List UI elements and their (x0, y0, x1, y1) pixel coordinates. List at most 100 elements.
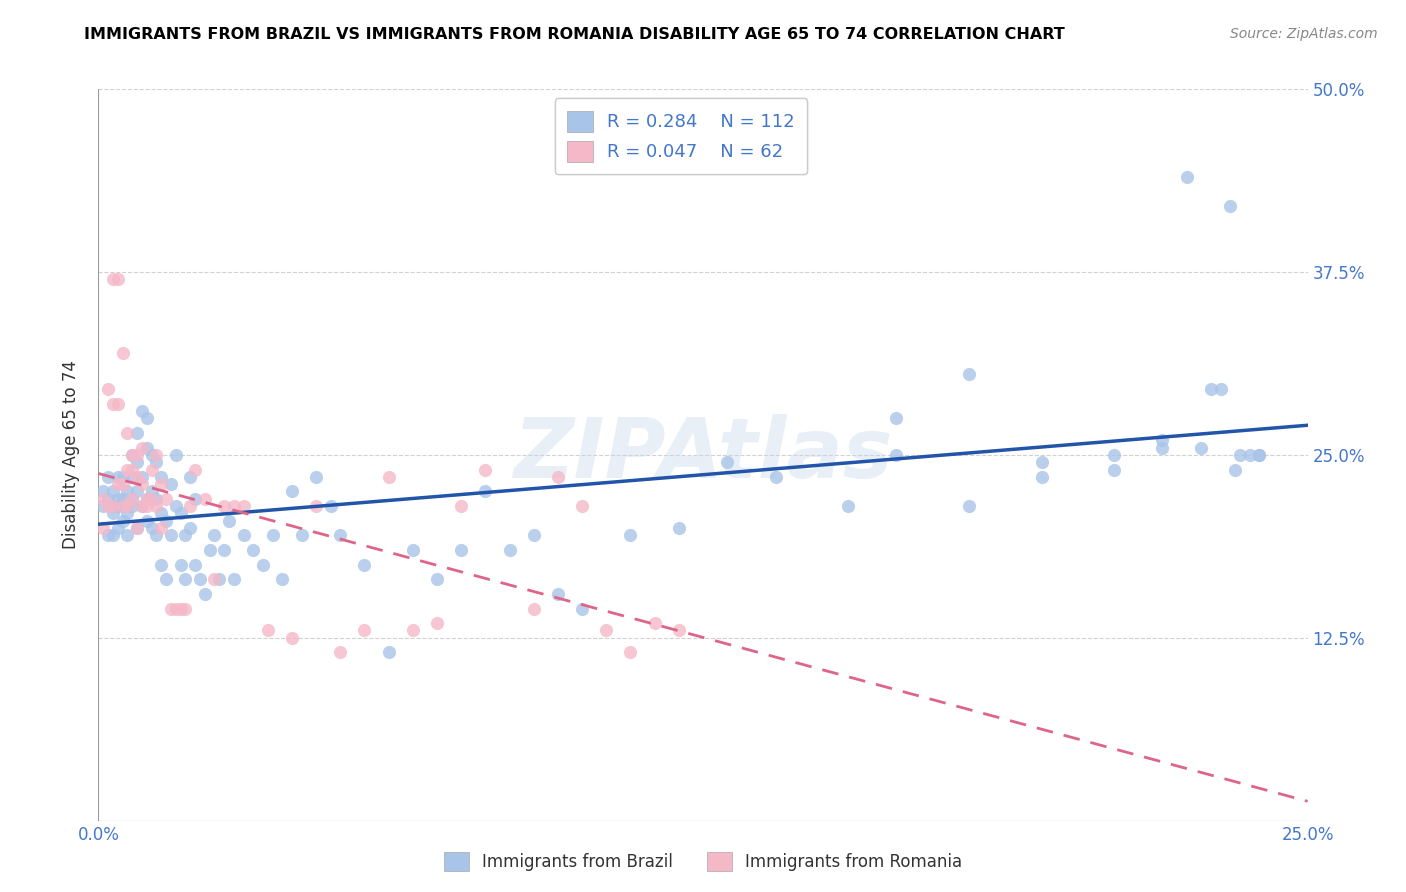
Point (127, 470, 149, 484)
Point (135, 491, 157, 506)
Point (127, 521, 149, 535)
Point (174, 601, 197, 615)
Point (668, 624, 690, 638)
Point (107, 477, 129, 491)
Point (1031, 455, 1053, 469)
Point (160, 477, 183, 491)
Point (179, 521, 201, 535)
Point (204, 572, 226, 586)
Point (1152, 441, 1174, 455)
Point (150, 521, 173, 535)
Point (121, 448, 143, 462)
Point (117, 499, 139, 513)
Point (127, 484, 149, 499)
Point (319, 499, 342, 513)
Point (837, 499, 859, 513)
Point (329, 528, 352, 542)
Point (107, 272, 129, 286)
Legend: Immigrants from Brazil, Immigrants from Romania: Immigrants from Brazil, Immigrants from … (436, 843, 970, 880)
Point (117, 484, 139, 499)
Point (145, 499, 167, 513)
Point (184, 491, 207, 506)
Point (329, 645, 352, 659)
Point (107, 499, 129, 513)
Point (1223, 462, 1246, 476)
Point (1031, 470, 1053, 484)
Point (101, 484, 124, 499)
Point (498, 543, 520, 558)
Point (886, 448, 908, 462)
Point (117, 425, 139, 440)
Point (155, 572, 177, 586)
Point (101, 499, 124, 513)
Point (402, 543, 425, 558)
Point (97, 491, 120, 506)
Point (150, 507, 173, 521)
Point (141, 491, 163, 506)
Point (377, 645, 399, 659)
Point (179, 499, 201, 513)
Point (571, 601, 593, 615)
Point (644, 616, 666, 631)
Point (101, 397, 124, 411)
Point (141, 462, 163, 476)
Point (218, 514, 240, 528)
Point (198, 543, 221, 558)
Point (97, 470, 120, 484)
Point (111, 470, 134, 484)
Point (131, 499, 153, 513)
Point (160, 528, 183, 542)
Point (145, 448, 167, 462)
Point (91, 484, 114, 499)
Point (188, 572, 211, 586)
Point (150, 558, 173, 572)
Point (957, 499, 980, 513)
Point (111, 499, 134, 513)
Point (353, 624, 375, 638)
Point (252, 558, 274, 572)
Point (121, 491, 143, 506)
Point (1219, 199, 1241, 213)
Point (141, 521, 163, 535)
Point (1189, 441, 1212, 455)
Point (194, 587, 217, 601)
Point (595, 624, 617, 638)
Point (174, 528, 197, 542)
Point (97, 499, 120, 513)
Point (169, 601, 191, 615)
Point (174, 572, 197, 586)
Point (212, 499, 235, 513)
Point (101, 272, 124, 286)
Point (145, 528, 167, 542)
Point (547, 470, 569, 484)
Point (160, 601, 183, 615)
Point (305, 470, 328, 484)
Point (135, 441, 157, 455)
Point (184, 558, 207, 572)
Point (547, 587, 569, 601)
Point (184, 462, 207, 476)
Point (107, 397, 129, 411)
Point (402, 624, 425, 638)
Point (1239, 448, 1261, 462)
Point (957, 368, 980, 382)
Point (127, 521, 149, 535)
Point (256, 624, 278, 638)
Point (145, 455, 167, 469)
Point (97, 382, 120, 396)
Text: Source: ZipAtlas.com: Source: ZipAtlas.com (1230, 27, 1378, 41)
Point (101, 499, 124, 513)
Point (165, 601, 187, 615)
Point (208, 572, 231, 586)
Point (212, 543, 235, 558)
Point (204, 528, 226, 542)
Point (1249, 448, 1271, 462)
Point (377, 470, 399, 484)
Text: IMMIGRANTS FROM BRAZIL VS IMMIGRANTS FROM ROMANIA DISABILITY AGE 65 TO 74 CORREL: IMMIGRANTS FROM BRAZIL VS IMMIGRANTS FRO… (84, 27, 1066, 42)
Point (111, 491, 134, 506)
Point (450, 499, 472, 513)
Point (281, 631, 304, 645)
Point (145, 491, 167, 506)
Point (353, 558, 375, 572)
Point (141, 484, 163, 499)
